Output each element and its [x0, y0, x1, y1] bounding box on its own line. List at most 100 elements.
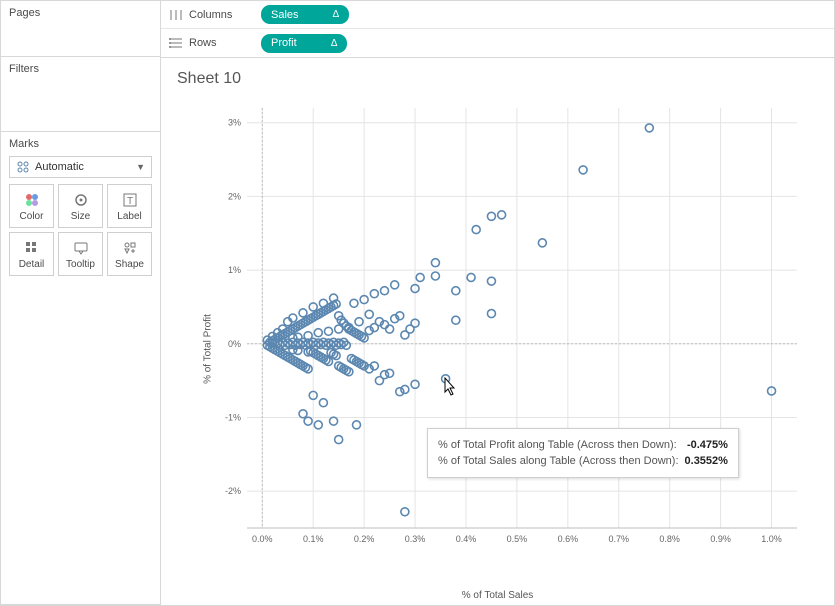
data-point[interactable]	[335, 436, 343, 444]
mark-btn-label: Size	[71, 211, 90, 222]
columns-icon	[169, 9, 183, 21]
columns-label: Columns	[189, 9, 232, 21]
columns-pill[interactable]: Sales Δ	[261, 5, 349, 24]
mark-btn-label: Tooltip	[66, 259, 95, 270]
svg-text:0.9%: 0.9%	[710, 534, 731, 544]
mark-btn-detail[interactable]: Detail	[9, 232, 54, 276]
svg-text:0.0%: 0.0%	[252, 534, 273, 544]
data-point[interactable]	[487, 277, 495, 285]
data-point[interactable]	[487, 212, 495, 220]
mark-btn-label: Shape	[115, 259, 144, 270]
svg-text:0.5%: 0.5%	[507, 534, 528, 544]
delta-icon: Δ	[331, 38, 338, 49]
filters-shelf[interactable]: Filters	[1, 57, 160, 132]
delta-icon: Δ	[333, 9, 340, 20]
sheet-title[interactable]: Sheet 10	[177, 70, 818, 88]
detail-icon	[24, 239, 40, 257]
shape-icon	[122, 239, 138, 257]
main-area: Columns Sales Δ Rows Profit Δ Sheet 10	[161, 1, 834, 605]
data-point[interactable]	[299, 410, 307, 418]
svg-text:0.6%: 0.6%	[558, 534, 579, 544]
app-root: Pages Filters Marks Automatic ▼ ColorSiz…	[0, 0, 835, 606]
data-point[interactable]	[498, 211, 506, 219]
shelves-bar: Columns Sales Δ Rows Profit Δ	[161, 1, 834, 58]
rows-pill-label: Profit	[271, 37, 297, 49]
data-point[interactable]	[487, 310, 495, 318]
mark-btn-shape[interactable]: Shape	[107, 232, 152, 276]
svg-text:0.3%: 0.3%	[405, 534, 426, 544]
mark-btn-label: Label	[117, 211, 141, 222]
mark-btn-color[interactable]: Color	[9, 184, 54, 228]
tooltip-label: % of Total Sales along Table (Across the…	[438, 455, 679, 467]
svg-text:1%: 1%	[228, 265, 241, 275]
data-point[interactable]	[314, 421, 322, 429]
marks-card: Marks Automatic ▼ ColorSizeTLabelDetailT…	[1, 132, 160, 605]
marks-buttons-grid: Color Size T Label Detail Tooltip Shape	[9, 184, 152, 276]
columns-shelf[interactable]: Columns Sales Δ	[161, 1, 834, 29]
data-point[interactable]	[319, 399, 327, 407]
pages-shelf[interactable]: Pages	[1, 1, 160, 57]
svg-text:0.4%: 0.4%	[456, 534, 477, 544]
mark-btn-tooltip[interactable]: Tooltip	[58, 232, 103, 276]
tooltip-value: 0.3552%	[685, 453, 728, 469]
filters-label: Filters	[9, 63, 152, 75]
svg-text:-2%: -2%	[225, 486, 241, 496]
data-point[interactable]	[314, 329, 322, 337]
data-point[interactable]	[299, 309, 307, 317]
svg-text:0.7%: 0.7%	[609, 534, 630, 544]
mark-btn-label[interactable]: T Label	[107, 184, 152, 228]
data-point[interactable]	[381, 371, 389, 379]
mark-btn-size[interactable]: Size	[58, 184, 103, 228]
data-point[interactable]	[442, 375, 450, 383]
tooltip-icon	[73, 239, 89, 257]
data-point[interactable]	[324, 327, 332, 335]
data-point[interactable]	[391, 281, 399, 289]
data-point[interactable]	[352, 421, 360, 429]
svg-text:-1%: -1%	[225, 412, 241, 422]
data-point[interactable]	[431, 272, 439, 280]
color-icon	[24, 191, 40, 209]
data-point[interactable]	[431, 259, 439, 267]
data-point[interactable]	[472, 226, 480, 234]
mark-btn-label: Detail	[19, 259, 45, 270]
data-point[interactable]	[365, 310, 373, 318]
data-point[interactable]	[401, 385, 409, 393]
data-point[interactable]	[381, 287, 389, 295]
svg-text:0.2%: 0.2%	[354, 534, 375, 544]
svg-text:0.1%: 0.1%	[303, 534, 324, 544]
data-point[interactable]	[467, 273, 475, 281]
data-point[interactable]	[452, 316, 460, 324]
left-sidebar: Pages Filters Marks Automatic ▼ ColorSiz…	[1, 1, 161, 605]
x-axis-title: % of Total Sales	[462, 590, 534, 601]
mark-btn-label: Color	[20, 211, 44, 222]
rows-label: Rows	[189, 37, 217, 49]
data-point[interactable]	[335, 325, 343, 333]
data-point[interactable]	[538, 239, 546, 247]
data-point[interactable]	[350, 299, 358, 307]
scatter-plot[interactable]: 0.0% 0.1% 0.2% 0.3% 0.4% 0.5% 0.6% 0.7% 0.8% 0.9%…	[207, 98, 807, 568]
data-point[interactable]	[401, 508, 409, 516]
chart-wrap: % of Total Profit 0.0%0.1%0.2%0.3%0.4%0.…	[177, 98, 818, 599]
data-point[interactable]	[416, 273, 424, 281]
data-point[interactable]	[294, 333, 302, 341]
rows-shelf[interactable]: Rows Profit Δ	[161, 29, 834, 57]
mark-type-dropdown[interactable]: Automatic ▼	[9, 156, 152, 178]
data-point[interactable]	[386, 369, 394, 377]
data-point[interactable]	[370, 290, 378, 298]
mark-type-label: Automatic	[35, 161, 84, 173]
data-point[interactable]	[645, 124, 653, 132]
tooltip: % of Total Profit along Table (Across th…	[427, 428, 739, 478]
label-icon: T	[122, 191, 138, 209]
size-icon	[73, 191, 89, 209]
data-point[interactable]	[304, 417, 312, 425]
rows-pill[interactable]: Profit Δ	[261, 34, 347, 53]
data-point[interactable]	[396, 388, 404, 396]
svg-text:0.8%: 0.8%	[659, 534, 680, 544]
data-point[interactable]	[386, 325, 394, 333]
viz-area: Sheet 10 % of Total Profit 0.0%0.1%0.2%0…	[161, 58, 834, 605]
data-point[interactable]	[452, 287, 460, 295]
tooltip-label: % of Total Profit along Table (Across th…	[438, 439, 677, 451]
data-point[interactable]	[355, 318, 363, 326]
data-point[interactable]	[579, 166, 587, 174]
data-point[interactable]	[330, 417, 338, 425]
